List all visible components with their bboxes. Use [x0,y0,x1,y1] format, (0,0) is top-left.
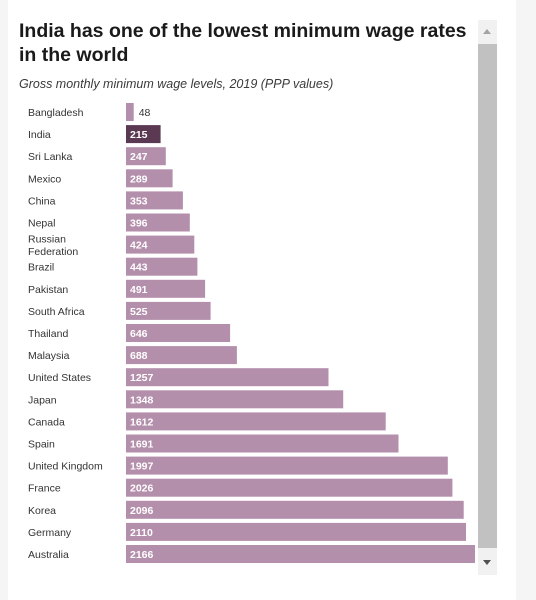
category-label: Bangladesh [28,107,84,119]
category-label: Canada [28,416,65,428]
category-label: Spain [28,439,55,451]
page-margin [516,0,536,600]
value-label: 1612 [130,416,154,428]
bar-china [126,191,183,210]
value-label: 1348 [130,394,154,406]
value-label: 525 [130,306,148,318]
bar-chart: Bangladesh 48 India 215 Sri Lanka 247 Mexico 28… [28,103,475,563]
bar-australia [126,545,475,563]
value-label: 443 [130,262,148,274]
bar-united-kingdom [126,456,448,475]
value-label: 2166 [130,549,154,561]
category-label: United States [28,372,91,384]
value-label: 48 [139,107,151,119]
bar-mexico [126,169,173,188]
bar-japan [126,390,344,409]
bar-germany [126,522,466,541]
bar-brazil [126,257,198,276]
category-label: United Kingdom [28,461,103,473]
value-label: 215 [130,129,148,141]
category-label: Malaysia [28,350,70,362]
chart-frame [8,0,516,600]
value-label: 1997 [130,461,154,473]
bar-russian-federation [126,235,195,254]
bar-pakistan [126,279,206,298]
bar-canada [126,412,386,431]
bar-korea [126,500,464,519]
value-label: 2026 [130,483,154,495]
category-label: Japan [28,394,57,406]
bar-south-africa [126,301,211,320]
value-label: 1257 [130,372,154,384]
category-label: France [28,483,61,495]
bar-nepal [126,213,190,232]
category-label: South Africa [28,306,85,318]
category-label: Nepal [28,218,55,230]
value-label: 491 [130,284,148,296]
value-label: 688 [130,350,148,362]
category-label: Germany [28,527,72,539]
value-label: 247 [130,151,148,163]
vertical-scrollbar[interactable] [478,20,497,575]
category-label: Sri Lanka [28,151,73,163]
bar-bangladesh [126,103,134,121]
category-label: Russian Federation [28,234,78,259]
category-label: China [28,195,56,207]
category-label: Mexico [28,173,61,185]
bar-sri-lanka [126,147,166,166]
scroll-up-arrow-icon[interactable] [478,20,497,44]
category-label: India [28,129,51,141]
value-label: 2110 [130,527,153,539]
category-label: Thailand [28,328,68,340]
scroll-down-arrow-icon[interactable] [478,551,497,575]
value-label: 424 [130,240,148,252]
value-label: 289 [130,173,148,185]
category-label: Korea [28,505,56,517]
bar-malaysia [126,346,237,365]
value-label: 396 [130,218,148,230]
category-label: Brazil [28,262,54,274]
chart-subtitle: Gross monthly minimum wage levels, 2019 … [19,77,334,91]
bar-india [126,125,161,144]
bar-united-states [126,368,329,387]
bar-france [126,478,453,497]
bar-thailand [126,324,231,342]
category-label: Australia [28,549,69,561]
scroll-thumb[interactable] [478,44,497,548]
bar-spain [126,434,399,453]
value-label: 2096 [130,505,154,517]
value-label: 1691 [130,439,154,451]
value-label: 353 [130,195,148,207]
value-label: 646 [130,328,148,340]
category-label: Pakistan [28,284,68,296]
chart-title: India has one of the lowest minimum wage… [19,20,467,66]
